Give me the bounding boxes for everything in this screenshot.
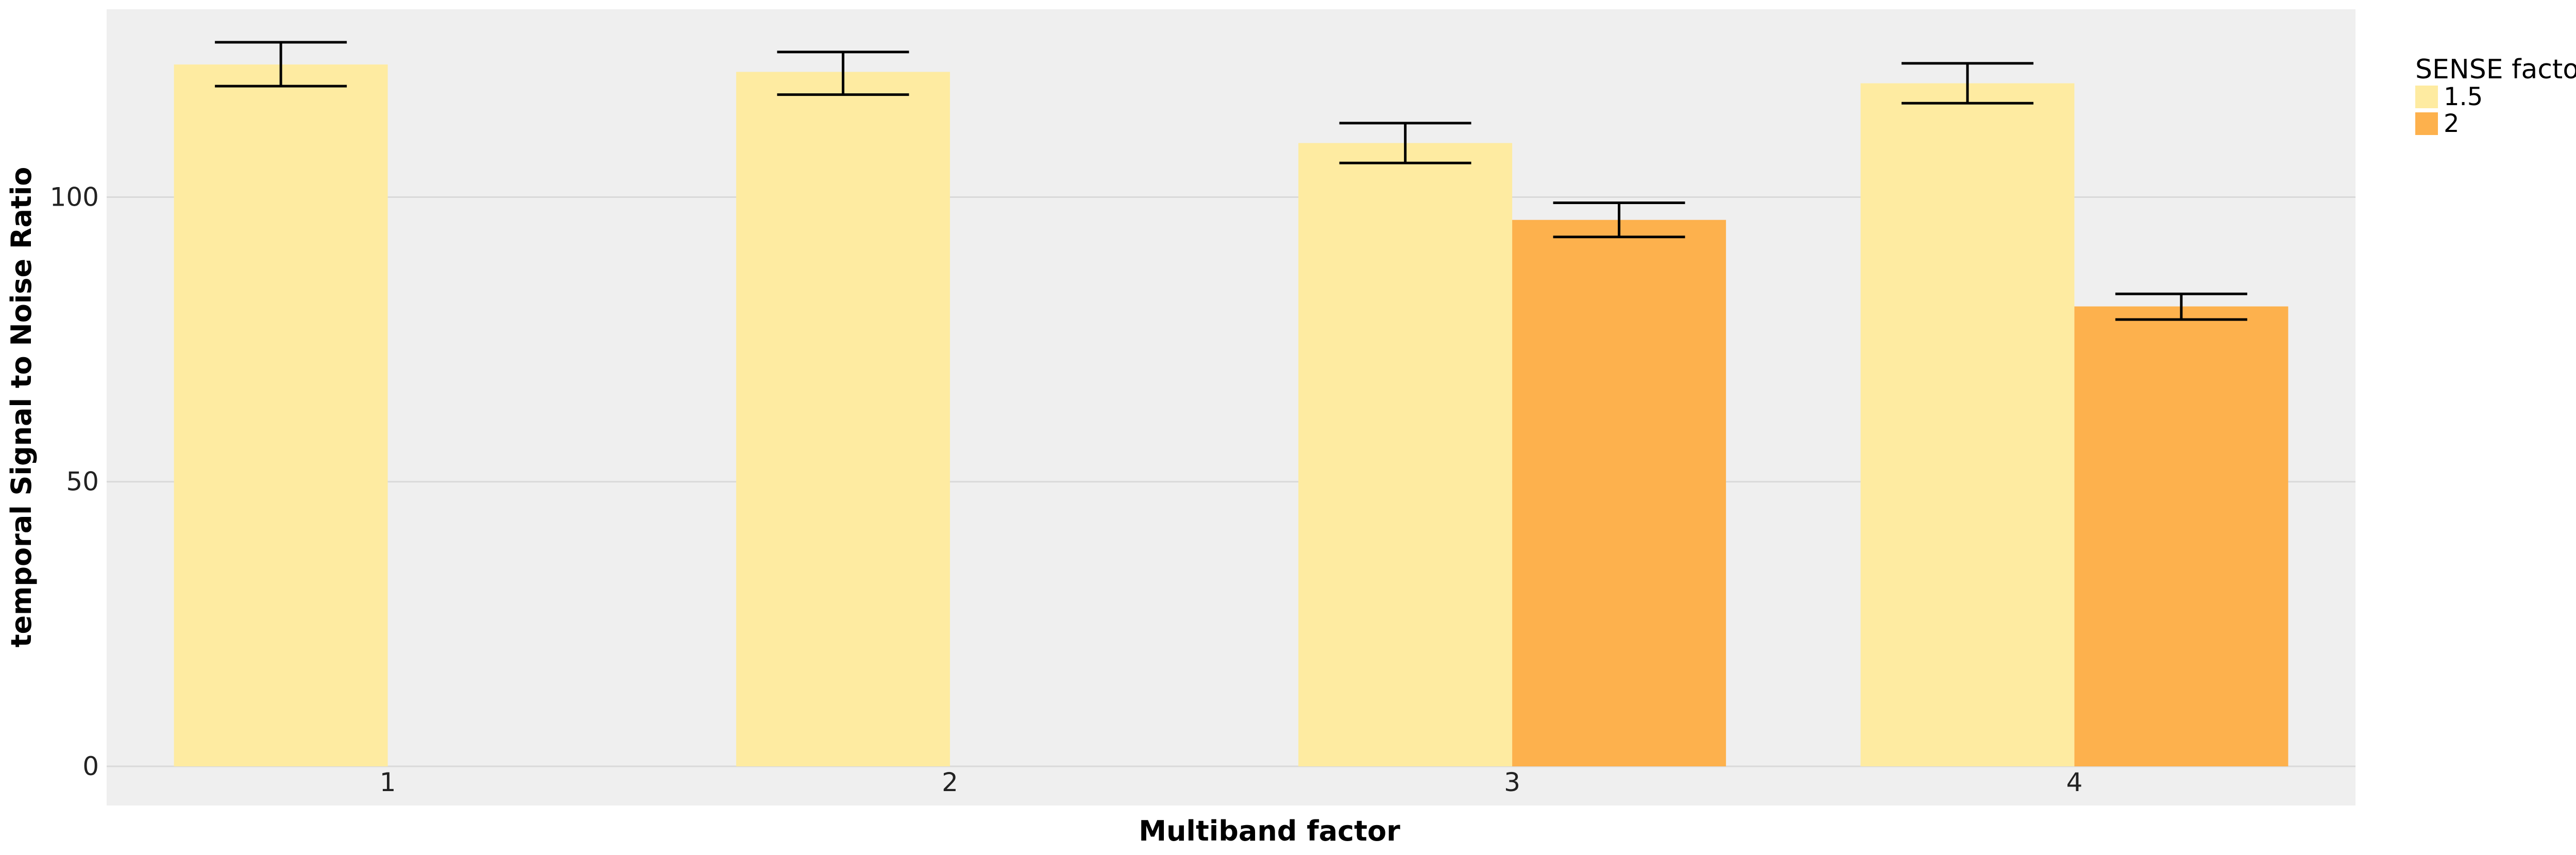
bar-3-series-1-5 bbox=[1298, 143, 1513, 766]
y-tick-label: 100 bbox=[50, 182, 99, 212]
legend-swatch-2 bbox=[2415, 112, 2438, 135]
x-tick-label: 1 bbox=[380, 767, 396, 797]
bar-2-series-1-5 bbox=[736, 72, 950, 767]
x-tick-labels: 1 2 3 4 bbox=[380, 767, 2083, 797]
y-tick-label: 0 bbox=[82, 751, 99, 781]
legend: SENSE factor 1.5 2 bbox=[2415, 54, 2576, 138]
x-tick-label: 4 bbox=[2066, 767, 2082, 797]
x-tick-label: 3 bbox=[1504, 767, 1520, 797]
legend-title: SENSE factor bbox=[2415, 54, 2576, 85]
x-axis-title: Multiband factor bbox=[1139, 815, 1400, 847]
bar-3-series-2 bbox=[1512, 220, 1726, 766]
bar-1-series-1-5 bbox=[174, 64, 388, 767]
legend-label-1-5: 1.5 bbox=[2444, 82, 2483, 111]
y-tick-label: 50 bbox=[66, 467, 99, 497]
y-axis-title: temporal Signal to Noise Ratio bbox=[5, 167, 38, 648]
y-tick-labels: 0 50 100 bbox=[50, 182, 99, 781]
error-bars bbox=[215, 41, 2247, 321]
bar-4-series-1-5 bbox=[1860, 83, 2075, 767]
x-tick-label: 2 bbox=[942, 767, 958, 797]
legend-swatch-1-5 bbox=[2415, 86, 2438, 108]
bars bbox=[174, 64, 2289, 767]
legend-label-2: 2 bbox=[2444, 109, 2460, 138]
bar-4-series-2 bbox=[2074, 306, 2289, 766]
